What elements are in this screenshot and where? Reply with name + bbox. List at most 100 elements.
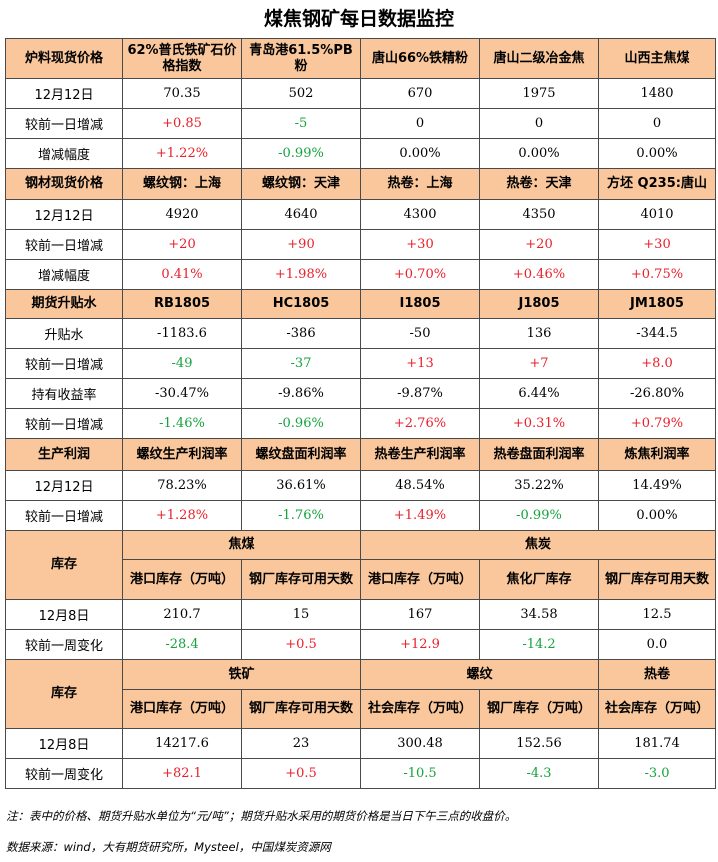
data-cell: 12.5 <box>598 599 716 630</box>
data-cell: -50 <box>360 318 480 349</box>
section-header: 钢材现货价格 <box>5 168 123 200</box>
group-header: 焦炭 <box>360 530 716 560</box>
column-header: 山西主焦煤 <box>598 38 716 79</box>
table-row: 持有收益率 -30.47% -9.86% -9.87% 6.44% -26.80% <box>5 378 716 409</box>
data-cell: +12.9 <box>360 629 480 660</box>
data-cell: -344.5 <box>598 318 716 349</box>
data-cell: 4010 <box>598 199 716 230</box>
data-cell: +20 <box>479 229 599 260</box>
data-cell: +0.5 <box>241 629 361 660</box>
section-header: 炉料现货价格 <box>5 38 123 79</box>
data-cell: 14217.6 <box>122 728 242 759</box>
data-cell: -28.4 <box>122 629 242 660</box>
section-header: 库存 <box>5 530 123 600</box>
data-cell: -1183.6 <box>122 318 242 349</box>
table-row: 较前一日增减 -1.46% -0.96% +2.76% +0.31% +0.79% <box>5 408 716 439</box>
table-row: 较前一日增减 -49 -37 +13 +7 +8.0 <box>5 348 716 379</box>
data-cell: +90 <box>241 229 361 260</box>
data-cell: -0.99% <box>479 500 599 531</box>
column-header: 螺纹盘面利润率 <box>241 438 361 471</box>
data-cell: -37 <box>241 348 361 379</box>
column-header: 炼焦利润率 <box>598 438 716 471</box>
data-cell: +7 <box>479 348 599 379</box>
row-label: 持有收益率 <box>5 378 123 409</box>
data-cell: -9.87% <box>360 378 480 409</box>
table-row: 较前一周变化 +82.1 +0.5 -10.5 -4.3 -3.0 <box>5 758 716 789</box>
data-cell: 502 <box>241 78 361 109</box>
data-cell: +0.70% <box>360 259 480 290</box>
data-cell: 0.00% <box>479 138 599 169</box>
row-label: 升贴水 <box>5 318 123 349</box>
data-cell: +82.1 <box>122 758 242 789</box>
data-cell: -26.80% <box>598 378 716 409</box>
table-row: 较前一日增减 +1.28% -1.76% +1.49% -0.99% 0.00% <box>5 500 716 531</box>
data-cell: +20 <box>122 229 242 260</box>
data-cell: 4640 <box>241 199 361 230</box>
column-header: 社会库存（万吨） <box>360 689 480 729</box>
row-label: 较前一日增减 <box>5 108 123 139</box>
data-cell: 34.58 <box>479 599 599 630</box>
section-header: 生产利润 <box>5 438 123 471</box>
table-row: 较前一周变化 -28.4 +0.5 +12.9 -14.2 0.0 <box>5 629 716 660</box>
table-row: 12月12日 78.23% 36.61% 48.54% 35.22% 14.49% <box>5 470 716 501</box>
data-cell: +0.85 <box>122 108 242 139</box>
column-header: 唐山二级冶金焦 <box>479 38 599 79</box>
row-label: 12月12日 <box>5 470 123 501</box>
data-cell: 0.41% <box>122 259 242 290</box>
data-cell: +1.22% <box>122 138 242 169</box>
data-source: 数据来源：wind，大有期货研究所，Mysteel，中国煤炭资源网 <box>6 840 331 854</box>
data-cell: +0.79% <box>598 408 716 439</box>
data-cell: 300.48 <box>360 728 480 759</box>
data-cell: 167 <box>360 599 480 630</box>
data-cell: -14.2 <box>479 629 599 660</box>
data-cell: 48.54% <box>360 470 480 501</box>
table-row: 炉料现货价格 62%普氏铁矿石价格指数 青岛港61.5%PB粉 唐山66%铁精粉 唐山二… <box>5 38 716 79</box>
column-header: 港口库存（万吨） <box>122 689 242 729</box>
row-label: 较前一周变化 <box>5 629 123 660</box>
page-title: 煤焦钢矿每日数据监控 <box>263 8 454 30</box>
row-label: 较前一日增减 <box>5 229 123 260</box>
table-row: 港口库存（万吨） 钢厂库存可用天数 社会库存（万吨） 钢厂库存（万吨） 社会库存（万吨） <box>6 689 716 729</box>
data-cell: 136 <box>479 318 599 349</box>
data-cell: 23 <box>241 728 361 759</box>
column-header: 热卷盘面利润率 <box>479 438 599 471</box>
data-cell: 35.22% <box>479 470 599 501</box>
column-header: 钢厂库存可用天数 <box>241 559 361 600</box>
data-cell: 670 <box>360 78 480 109</box>
data-cell: 6.44% <box>479 378 599 409</box>
column-header: 港口库存（万吨） <box>122 559 242 600</box>
group-header: 螺纹 <box>360 659 599 690</box>
data-cell: 4300 <box>360 199 480 230</box>
table-row: 库存 焦煤 焦炭 <box>5 530 716 600</box>
data-cell: +30 <box>360 229 480 260</box>
data-cell: 1480 <box>598 78 716 109</box>
data-cell: +0.5 <box>241 758 361 789</box>
table-row: 钢材现货价格 螺纹钢：上海 螺纹钢：天津 热卷：上海 热卷：天津 方坯 Q235:唐山 <box>5 168 716 200</box>
group-header: 铁矿 <box>122 659 361 690</box>
row-label: 12月8日 <box>5 728 123 759</box>
column-header: 钢厂库存可用天数 <box>241 689 361 729</box>
data-cell: +1.98% <box>241 259 361 290</box>
table-row: 升贴水 -1183.6 -386 -50 136 -344.5 <box>5 318 716 349</box>
data-cell: -9.86% <box>241 378 361 409</box>
column-header: 焦化厂库存 <box>479 559 599 600</box>
column-header: 热卷：天津 <box>479 168 599 200</box>
data-cell: -386 <box>241 318 361 349</box>
table-row: 12月8日 210.7 15 167 34.58 12.5 <box>5 599 716 630</box>
table-row: 增减幅度 0.41% +1.98% +0.70% +0.46% +0.75% <box>5 259 716 290</box>
data-cell: 15 <box>241 599 361 630</box>
row-label: 较前一日增减 <box>5 348 123 379</box>
data-cell: 78.23% <box>122 470 242 501</box>
data-cell: 4920 <box>122 199 242 230</box>
data-cell: +8.0 <box>598 348 716 379</box>
table-row: 12月12日 4920 4640 4300 4350 4010 <box>5 199 716 230</box>
data-cell: 36.61% <box>241 470 361 501</box>
row-label: 12月12日 <box>5 78 123 109</box>
column-header: 热卷：上海 <box>360 168 480 200</box>
data-cell: -30.47% <box>122 378 242 409</box>
group-header: 热卷 <box>598 659 716 690</box>
column-header: 螺纹钢：天津 <box>241 168 361 200</box>
column-header: HC1805 <box>241 289 361 319</box>
column-header: 钢厂库存（万吨） <box>479 689 599 729</box>
data-cell: +1.28% <box>122 500 242 531</box>
